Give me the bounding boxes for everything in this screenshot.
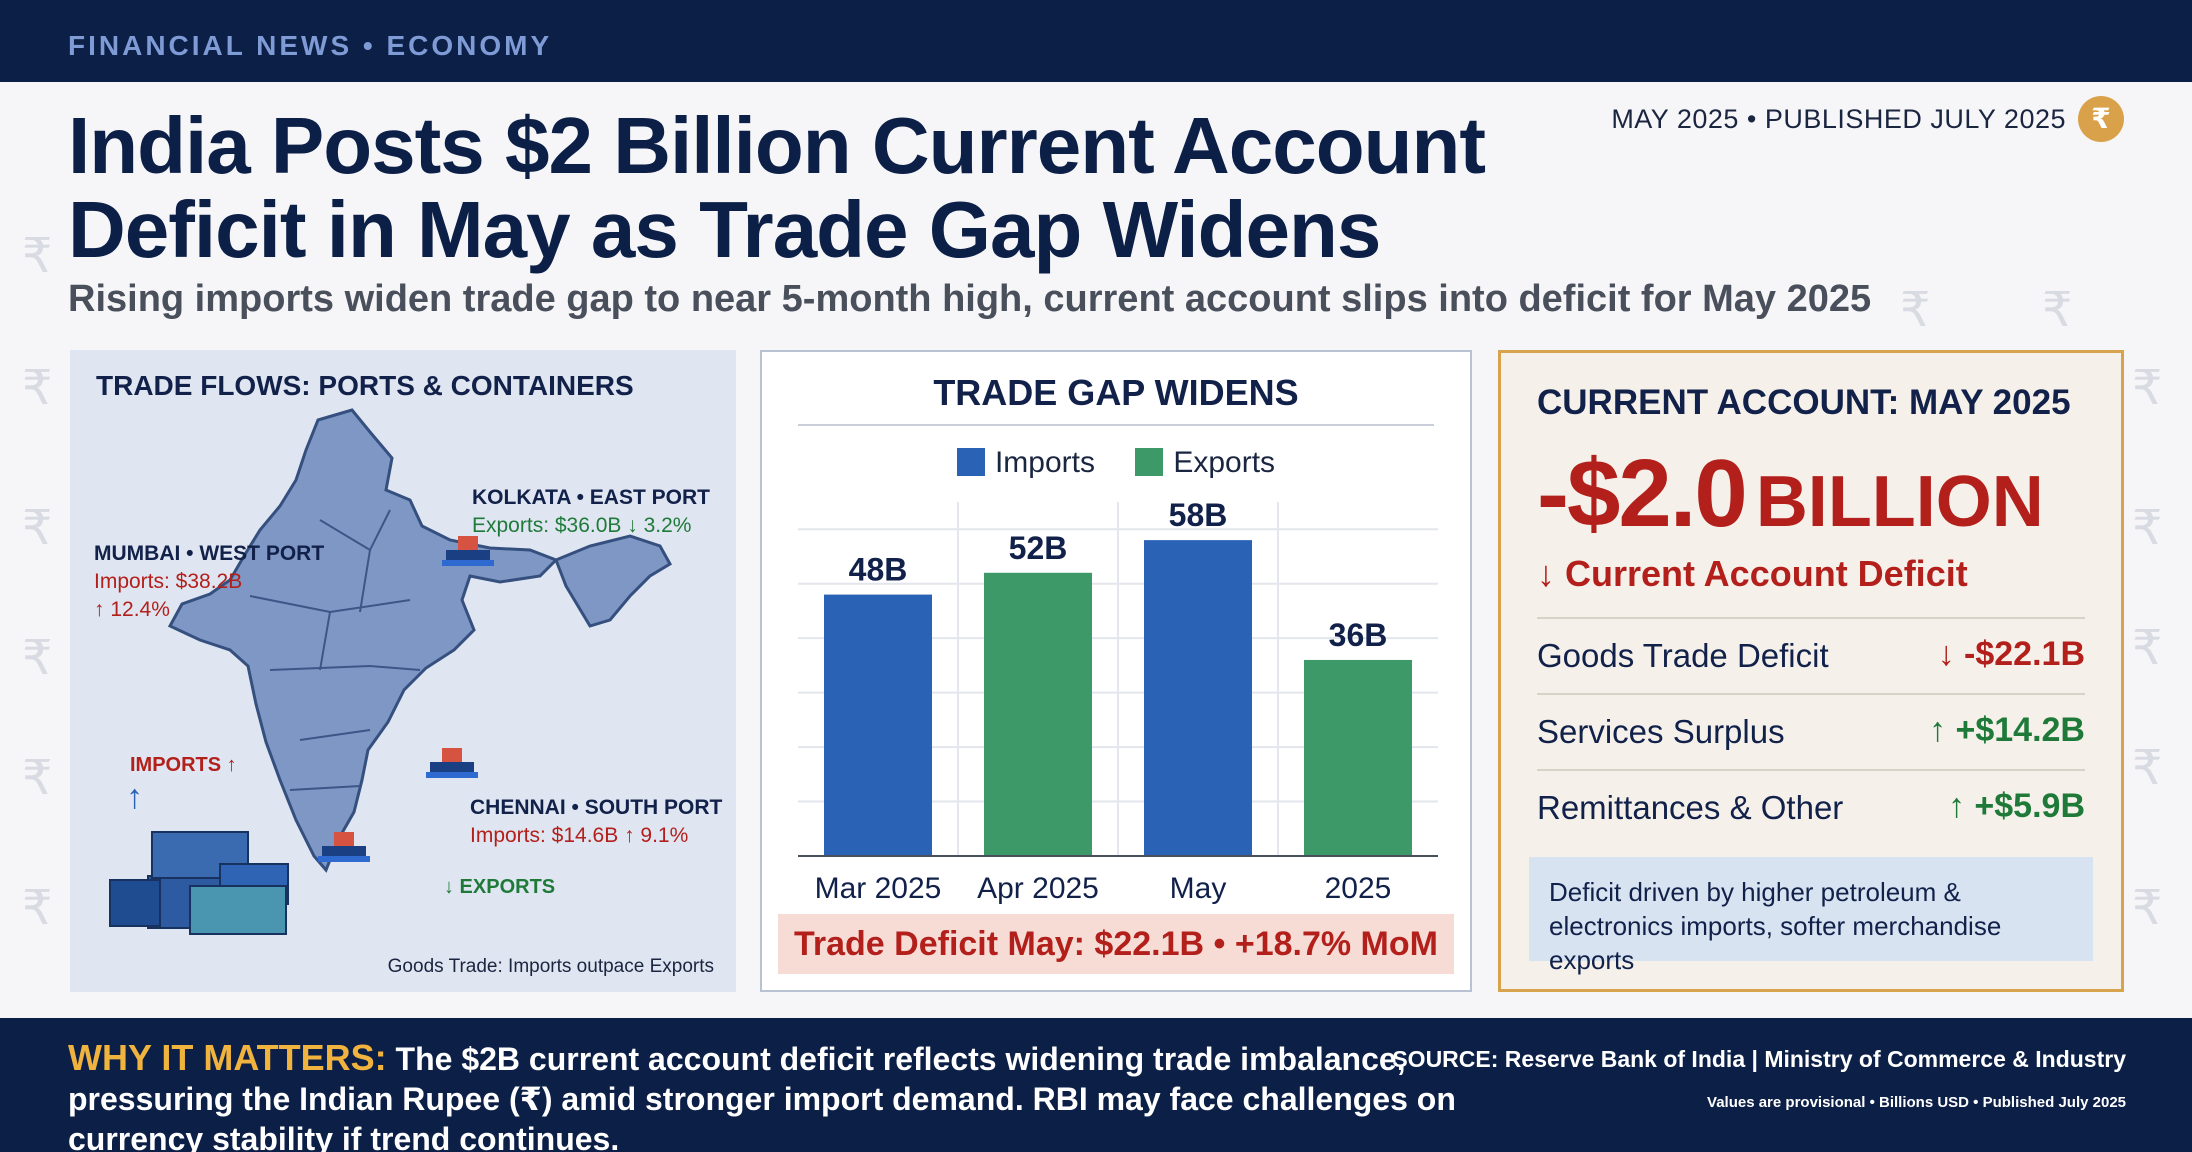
rupee-watermark-icon: ₹ — [1900, 282, 1931, 338]
legend-item-exports: Exports — [1135, 446, 1275, 479]
current-account-value: -$2.0 — [1537, 440, 1748, 547]
bar-value-label: 58B — [1169, 497, 1228, 533]
why-it-matters-label: WHY IT MATTERS: — [68, 1037, 387, 1078]
rupee-watermark-icon: ₹ — [22, 880, 53, 936]
bottom-bar: WHY IT MATTERS: The $2B current account … — [0, 1018, 2192, 1152]
rupee-watermark-icon: ₹ — [22, 630, 53, 686]
source-credit: SOURCE: Reserve Bank of India | Ministry… — [1392, 1046, 2126, 1072]
rupee-watermark-icon: ₹ — [2042, 282, 2073, 338]
bar-value-label: 48B — [849, 552, 908, 588]
legend-swatch-imports — [956, 448, 985, 476]
dateline: MAY 2025 • PUBLISHED JULY 2025 — [1611, 104, 2066, 134]
rupee-watermark-icon: ₹ — [22, 750, 53, 806]
rupee-watermark-icon: ₹ — [2132, 500, 2163, 556]
headline: India Posts $2 Billion Current Account D… — [68, 104, 1548, 272]
rupee-watermark-icon: ₹ — [22, 360, 53, 416]
x-tick-label: May — [1170, 872, 1227, 905]
chart-legend: Imports Exports — [762, 446, 1470, 480]
ca-row-goods: Goods Trade Deficit ↓ -$22.1B — [1537, 617, 2085, 691]
kolkata-port-label: KOLKATA • EAST PORT — [472, 486, 710, 509]
map-footnote: Goods Trade: Imports outpace Exports — [387, 956, 714, 977]
rupee-watermark-icon: ₹ — [22, 228, 53, 284]
bar-imports — [824, 594, 932, 856]
headline-line-2: Deficit in May as Trade Gap Widens — [68, 185, 1381, 274]
india-map-shape — [167, 408, 559, 873]
ca-row-value: ↑ +$14.2B — [1929, 711, 2085, 749]
rupee-watermark-icon: ₹ — [2132, 880, 2163, 936]
fine-print: Values are provisional • Billions USD • … — [1707, 1094, 2126, 1111]
mumbai-port-change: ↑ 12.4% — [94, 598, 170, 621]
trade-gap-chart-panel: TRADE GAP WIDENS Imports Exports 48B 52B 5… — [760, 350, 1472, 992]
rupee-watermark-icon: ₹ — [22, 500, 53, 556]
bar-exports — [1304, 659, 1412, 856]
ship-icon-kolkata — [442, 536, 494, 566]
ca-row-value: ↑ +$5.9B — [1947, 787, 2085, 825]
kolkata-port-stat: Exports: $36.0B ↓ 3.2% — [472, 514, 692, 537]
state-borders — [249, 509, 421, 791]
ship-icon-chennai — [318, 832, 370, 862]
chennai-port-label: CHENNAI • SOUTH PORT — [470, 796, 723, 819]
rupee-watermark-icon: ₹ — [2132, 360, 2163, 416]
ca-row-remittances: Remittances & Other ↑ +$5.9B — [1537, 769, 2085, 843]
headline-line-1: India Posts $2 Billion Current Account — [68, 101, 1486, 190]
imports-flow-label: IMPORTS ↑ — [130, 754, 237, 776]
rupee-badge-icon: ₹ — [2078, 96, 2124, 142]
india-northeast-shape — [554, 534, 673, 628]
chart-title: TRADE GAP WIDENS — [933, 372, 1299, 413]
current-account-figure: -$2.0 BILLION — [1537, 439, 2044, 549]
subheadline: Rising imports widen trade gap to near 5… — [68, 278, 1872, 320]
exports-flow-label: ↓ EXPORTS — [444, 876, 556, 898]
why-it-matters: WHY IT MATTERS: The $2B current account … — [68, 1038, 1568, 1152]
current-account-panel: CURRENT ACCOUNT: MAY 2025 -$2.0 BILLION ↓… — [1498, 350, 2124, 992]
rupee-watermark-icon: ₹ — [2132, 620, 2163, 676]
ca-row-label: Services Surplus — [1537, 713, 1785, 750]
top-bar: FINANCIAL NEWS • ECONOMY — [0, 0, 2192, 82]
trade-flows-panel: TRADE FLOWS: PORTS & CONTAINERS KOLKATA … — [70, 350, 736, 992]
trade-bar-chart: 48B 52B 58B 36B Mar 2025 Apr 2025 May 2025 — [798, 497, 1438, 905]
legend-swatch-exports — [1135, 448, 1164, 476]
ca-row-services: Services Surplus ↑ +$14.2B — [1537, 693, 2085, 767]
mumbai-port-label: MUMBAI • WEST PORT — [94, 542, 325, 565]
chennai-port-stat: Imports: $14.6B ↑ 9.1% — [470, 824, 689, 847]
current-account-unit: BILLION — [1755, 462, 2044, 542]
current-account-title: CURRENT ACCOUNT: MAY 2025 — [1537, 383, 2071, 422]
ca-row-label: Goods Trade Deficit — [1537, 637, 1829, 674]
section-kicker: FINANCIAL NEWS • ECONOMY — [68, 30, 553, 61]
current-account-note: Deficit driven by higher petroleum & ele… — [1529, 857, 2093, 975]
bar-value-label: 52B — [1009, 530, 1068, 566]
why-it-matters-text: The $2B current account deficit reflects… — [68, 1041, 1456, 1152]
current-account-subtitle: ↓ Current Account Deficit — [1537, 553, 1968, 594]
ca-row-label: Remittances & Other — [1537, 789, 1844, 826]
legend-label-exports: Exports — [1173, 446, 1276, 479]
bar-exports — [984, 572, 1092, 856]
india-map-illustration — [109, 408, 673, 935]
ca-row-value: ↓ -$22.1B — [1937, 635, 2085, 673]
containers-illustration — [109, 831, 289, 935]
ship-icon-east — [426, 748, 478, 778]
bar-value-label: 36B — [1329, 617, 1388, 653]
mumbai-port-stat: Imports: $38.2B — [94, 570, 243, 593]
rupee-watermark-icon: ₹ — [2132, 740, 2163, 796]
x-tick-label: Mar 2025 — [815, 872, 942, 905]
map-panel-title: TRADE FLOWS: PORTS & CONTAINERS — [96, 370, 634, 401]
trade-deficit-callout: Trade Deficit May: $22.1B • +18.7% MoM — [778, 914, 1454, 974]
x-tick-label: 2025 — [1325, 872, 1392, 905]
legend-label-imports: Imports — [994, 446, 1095, 479]
x-tick-label: Apr 2025 — [977, 872, 1099, 905]
imports-arrow-icon: ↑ — [126, 778, 143, 816]
legend-item-imports: Imports — [956, 446, 1095, 479]
chart-title-rule — [798, 424, 1434, 426]
bar-imports — [1144, 540, 1252, 856]
